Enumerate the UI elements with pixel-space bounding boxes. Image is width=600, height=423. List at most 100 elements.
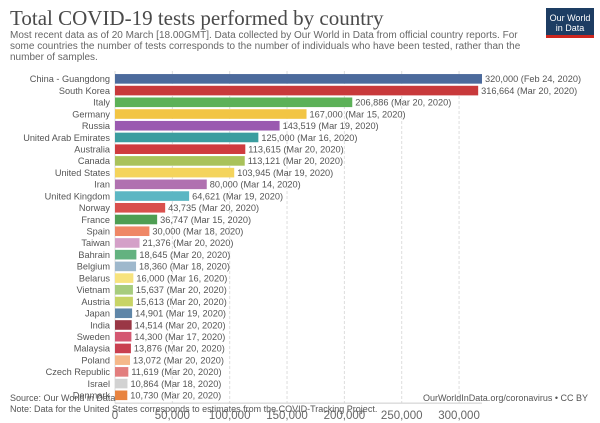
value-label: 15,637 (Mar 20, 2020): [136, 285, 227, 295]
value-label: 10,730 (Mar 20, 2020): [130, 391, 221, 401]
bar: [115, 144, 246, 154]
value-label: 10,864 (Mar 18, 2020): [130, 379, 221, 389]
bar: [115, 120, 280, 131]
category-label: Israel: [88, 379, 110, 389]
bar: [115, 191, 190, 201]
value-label: 11,619 (Mar 20, 2020): [131, 367, 221, 377]
source-text: Source: Our World in Data: [10, 393, 116, 403]
value-label: 36,747 (Mar 15, 2020): [160, 215, 251, 225]
x-tick-label: 250,000: [381, 410, 423, 422]
value-label: 320,000 (Feb 24, 2020): [485, 74, 581, 84]
x-tick-label: 150,000: [266, 410, 308, 422]
category-label: Germany: [72, 109, 110, 119]
bar: [115, 167, 235, 178]
bar: [115, 261, 137, 272]
x-tick-label: 300,000: [438, 410, 480, 422]
category-label: India: [90, 320, 111, 330]
bar: [115, 74, 482, 84]
note-text: Note: Data for the United States corresp…: [10, 404, 378, 414]
value-label: 14,300 (Mar 17, 2020): [134, 332, 225, 342]
chart-footer: Source: Our World in Data Note: Data for…: [10, 393, 377, 415]
value-label: 113,121 (Mar 20, 2020): [248, 156, 343, 166]
value-label: 316,664 (Mar 20, 2020): [481, 86, 577, 96]
bar: [115, 308, 133, 319]
category-label: United States: [55, 168, 111, 178]
value-label: 113,615 (Mar 20, 2020): [248, 144, 343, 154]
logo-line-2: in Data: [555, 23, 585, 33]
bar: [115, 367, 129, 377]
category-label: Bahrain: [78, 250, 110, 260]
bar: [115, 355, 130, 365]
x-tick-label: 0: [112, 410, 118, 422]
bar: [115, 214, 158, 225]
category-label: Austria: [81, 297, 110, 307]
value-label: 64,621 (Mar 19, 2020): [192, 191, 283, 201]
bar: [115, 97, 353, 108]
bar: [115, 109, 307, 119]
bar: [115, 249, 137, 260]
bar: [115, 226, 150, 237]
value-label: 167,000 (Mar 15, 2020): [310, 109, 406, 119]
category-label: Poland: [81, 355, 110, 365]
value-label: 143,519 (Mar 19, 2020): [283, 121, 379, 131]
category-label: Japan: [85, 309, 110, 319]
value-label: 15,613 (Mar 20, 2020): [136, 297, 227, 307]
value-label: 16,000 (Mar 16, 2020): [136, 273, 227, 283]
logo-accent-bar: [546, 35, 594, 38]
x-tick-label: 100,000: [209, 410, 251, 422]
category-label: China - Guangdong: [30, 74, 110, 84]
category-label: Belarus: [79, 273, 111, 283]
value-label: 14,901 (Mar 19, 2020): [135, 309, 226, 319]
bar: [115, 179, 207, 190]
bar: [115, 320, 132, 330]
value-label: 18,645 (Mar 20, 2020): [139, 250, 230, 260]
bar: [115, 238, 140, 248]
category-label: Vietnam: [76, 285, 110, 295]
category-label: Belgium: [77, 262, 111, 272]
value-label: 13,876 (Mar 20, 2020): [134, 344, 225, 354]
category-label: Australia: [74, 144, 111, 154]
category-label: Denmark: [73, 391, 111, 401]
category-label: Taiwan: [81, 238, 110, 248]
value-label: 14,514 (Mar 20, 2020): [135, 320, 226, 330]
category-label: Spain: [87, 227, 111, 237]
bar: [115, 85, 479, 96]
value-label: 103,945 (Mar 19, 2020): [237, 168, 333, 178]
owid-logo[interactable]: Our World in Data: [546, 8, 594, 38]
source-url-link[interactable]: OurWorldInData.org/coronavirus • CC BY: [422, 393, 588, 403]
category-label: Sweden: [77, 332, 110, 342]
category-label: France: [81, 215, 110, 225]
category-label: Malaysia: [74, 344, 111, 354]
bar: [115, 331, 132, 342]
x-tick-label: 200,000: [324, 410, 366, 422]
value-label: 206,886 (Mar 20, 2020): [355, 98, 451, 108]
bar: [115, 285, 133, 295]
category-label: Canada: [78, 156, 111, 166]
bar: [115, 273, 134, 283]
category-label: Czech Republic: [46, 367, 111, 377]
bar: [115, 202, 166, 213]
chart-title: Total COVID-19 tests performed by countr…: [10, 6, 384, 30]
value-label: 18,360 (Mar 18, 2020): [139, 262, 230, 272]
category-label: Norway: [79, 203, 111, 213]
logo-line-1: Our World: [549, 13, 591, 23]
category-label: United Arab Emirates: [23, 133, 110, 143]
value-label: 43,735 (Mar 20, 2020): [168, 203, 259, 213]
bar: [115, 378, 128, 389]
bar: [115, 156, 245, 166]
value-label: 30,000 (Mar 18, 2020): [152, 227, 243, 237]
category-label: South Korea: [59, 86, 111, 96]
bar: [115, 132, 259, 143]
chart-subtitle: Most recent data as of 20 March [18.00GM…: [10, 30, 521, 63]
bar: [115, 390, 128, 401]
bar: [115, 343, 131, 354]
bar: [115, 296, 133, 307]
category-label: Russia: [82, 121, 111, 131]
x-tick-label: 50,000: [155, 410, 190, 422]
value-label: 21,376 (Mar 20, 2020): [143, 238, 234, 248]
category-label: Italy: [93, 98, 110, 108]
category-label: Iran: [94, 180, 110, 190]
value-label: 80,000 (Mar 14, 2020): [210, 180, 301, 190]
value-label: 13,072 (Mar 20, 2020): [133, 355, 224, 365]
